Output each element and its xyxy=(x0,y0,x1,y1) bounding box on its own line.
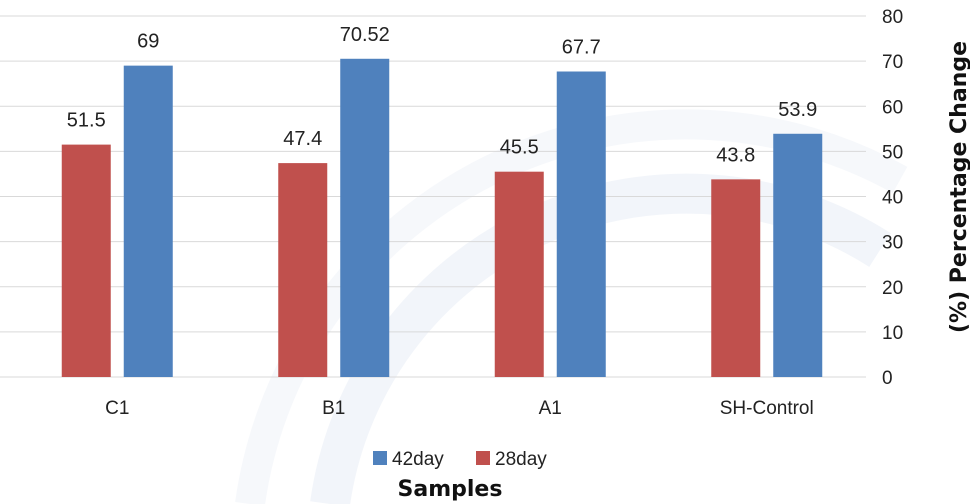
bar-42day-a1 xyxy=(556,71,606,377)
data-label: 69 xyxy=(137,31,159,53)
bar-28day-a1 xyxy=(494,171,544,377)
data-labels: 51.5 69 47.4 70.52 45.5 67.7 43.8 53.9 xyxy=(67,24,817,167)
bar-42day-c1 xyxy=(123,65,173,377)
y-tick-label: 50 xyxy=(882,142,903,163)
y-tick-label: 20 xyxy=(882,278,903,299)
x-category-label: C1 xyxy=(105,398,129,419)
legend-label-42day: 42day xyxy=(392,449,444,470)
legend-swatch-42day xyxy=(373,451,387,465)
y-tick-label: 0 xyxy=(882,368,893,389)
x-category-label: SH-Control xyxy=(720,398,814,419)
x-axis-categories: C1 B1 A1 SH-Control xyxy=(105,398,814,419)
data-label: 67.7 xyxy=(562,37,601,59)
data-label: 45.5 xyxy=(500,137,539,159)
y-axis-title: (%) Percentage Change xyxy=(947,41,970,333)
data-label: 70.52 xyxy=(340,24,390,46)
y-tick-label: 60 xyxy=(882,97,903,118)
bar-42day-b1 xyxy=(340,58,390,377)
x-category-label: B1 xyxy=(322,398,345,419)
data-label: 51.5 xyxy=(67,110,106,132)
bar-42day-sh-control xyxy=(773,133,823,377)
legend-label-28day: 28day xyxy=(495,449,547,470)
y-tick-label: 30 xyxy=(882,233,903,254)
bar-28day-sh-control xyxy=(711,179,761,377)
y-tick-label: 40 xyxy=(882,188,903,209)
bars xyxy=(61,58,823,377)
y-tick-label: 10 xyxy=(882,323,903,344)
y-tick-label: 80 xyxy=(882,7,903,28)
data-label: 47.4 xyxy=(283,128,322,150)
x-axis-title: Samples xyxy=(398,477,503,502)
data-label: 43.8 xyxy=(716,144,755,166)
data-label: 53.9 xyxy=(778,99,817,121)
legend-swatch-28day xyxy=(476,451,490,465)
bar-28day-c1 xyxy=(61,144,111,377)
x-category-label: A1 xyxy=(539,398,562,419)
y-axis-ticks: 0 10 20 30 40 50 60 70 80 xyxy=(882,7,903,389)
legend: 42day 28day xyxy=(373,449,547,470)
bar-28day-b1 xyxy=(278,163,328,377)
y-tick-label: 70 xyxy=(882,52,903,73)
